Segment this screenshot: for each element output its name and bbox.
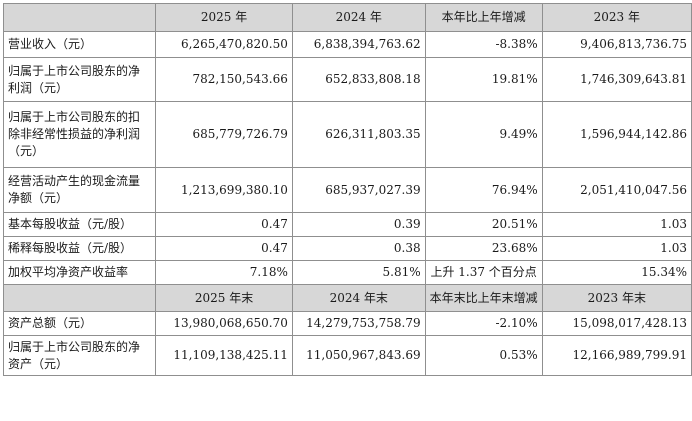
row-label: 稀释每股收益（元/股） [2,236,157,261]
row-label: 经营活动产生的现金流量净额（元） [2,167,157,213]
header-row-year-end: 2025 年末 2024 年末 本年末比上年末增减 2023 年末 [2,284,692,312]
table-row: 归属于上市公司股东的净资产（元） 11,109,138,425.11 11,05… [2,335,692,376]
header-cell-2024: 2024 年 [291,3,426,32]
value-2025: 685,779,726.79 [155,101,293,168]
row-label: 归属于上市公司股东的扣除非经常性损益的净利润（元） [2,101,157,168]
value-2023: 1.03 [541,212,692,237]
row-label: 归属于上市公司股东的净资产（元） [2,335,157,376]
row-label: 加权平均净资产收益率 [2,260,157,285]
value-change: 20.51% [424,212,543,237]
value-change: 上升 1.37 个百分点 [424,260,543,285]
row-label: 归属于上市公司股东的净利润（元） [2,57,157,102]
header-cell-2025: 2025 年 [155,3,293,32]
value-2024: 0.38 [291,236,426,261]
value-2023: 9,406,813,736.75 [541,31,692,58]
value-2023: 2,051,410,047.56 [541,167,692,213]
header-cell-blank [2,284,157,312]
header-cell-2023-end: 2023 年末 [541,284,692,312]
value-2024: 0.39 [291,212,426,237]
header-cell-change: 本年比上年增减 [424,3,543,32]
value-change: 0.53% [424,335,543,376]
header-cell-change-end: 本年末比上年末增减 [424,284,543,312]
value-change: 23.68% [424,236,543,261]
header-cell-blank [2,3,157,32]
table-row: 经营活动产生的现金流量净额（元） 1,213,699,380.10 685,93… [2,167,692,213]
value-2024: 626,311,803.35 [291,101,426,168]
value-2024: 14,279,753,758.79 [291,311,426,336]
table-row: 营业收入（元） 6,265,470,820.50 6,838,394,763.6… [2,31,692,58]
value-2025: 0.47 [155,212,293,237]
value-2024: 652,833,808.18 [291,57,426,102]
table-row: 稀释每股收益（元/股） 0.47 0.38 23.68% 1.03 [2,236,692,261]
header-cell-2023: 2023 年 [541,3,692,32]
value-change: -2.10% [424,311,543,336]
value-2023: 12,166,989,799.91 [541,335,692,376]
value-2023: 1,746,309,643.81 [541,57,692,102]
value-2024: 11,050,967,843.69 [291,335,426,376]
row-label: 资产总额（元） [2,311,157,336]
value-2025: 782,150,543.66 [155,57,293,102]
table-row: 归属于上市公司股东的净利润（元） 782,150,543.66 652,833,… [2,57,692,102]
value-2025: 1,213,699,380.10 [155,167,293,213]
header-cell-2025-end: 2025 年末 [155,284,293,312]
value-change: 76.94% [424,167,543,213]
value-change: 19.81% [424,57,543,102]
value-2023: 1,596,944,142.86 [541,101,692,168]
value-change: -8.38% [424,31,543,58]
value-2024: 6,838,394,763.62 [291,31,426,58]
value-2025: 7.18% [155,260,293,285]
table-row: 基本每股收益（元/股） 0.47 0.39 20.51% 1.03 [2,212,692,237]
header-cell-2024-end: 2024 年末 [291,284,426,312]
financial-summary-table: 2025 年 2024 年 本年比上年增减 2023 年 营业收入（元） 6,2… [2,3,692,376]
row-label: 基本每股收益（元/股） [2,212,157,237]
value-2025: 0.47 [155,236,293,261]
value-2025: 6,265,470,820.50 [155,31,293,58]
value-2025: 13,980,068,650.70 [155,311,293,336]
value-2025: 11,109,138,425.11 [155,335,293,376]
value-2024: 5.81% [291,260,426,285]
header-row-annual: 2025 年 2024 年 本年比上年增减 2023 年 [2,3,692,32]
table-row: 归属于上市公司股东的扣除非经常性损益的净利润（元） 685,779,726.79… [2,101,692,168]
value-change: 9.49% [424,101,543,168]
financial-table-container: 2025 年 2024 年 本年比上年增减 2023 年 营业收入（元） 6,2… [2,3,692,376]
value-2023: 15.34% [541,260,692,285]
row-label: 营业收入（元） [2,31,157,58]
table-row: 加权平均净资产收益率 7.18% 5.81% 上升 1.37 个百分点 15.3… [2,260,692,285]
value-2024: 685,937,027.39 [291,167,426,213]
value-2023: 15,098,017,428.13 [541,311,692,336]
table-row: 资产总额（元） 13,980,068,650.70 14,279,753,758… [2,311,692,336]
value-2023: 1.03 [541,236,692,261]
